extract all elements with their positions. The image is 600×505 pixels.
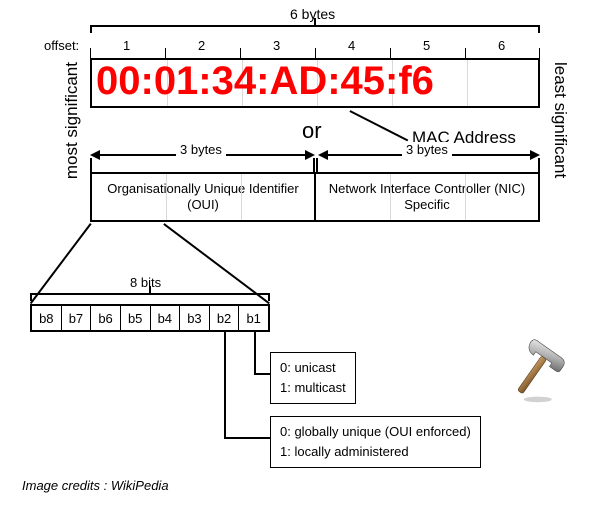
or-label: or xyxy=(302,118,322,144)
eb-tick-l xyxy=(30,293,32,301)
expand-line-left xyxy=(30,223,91,304)
eb-tick-r xyxy=(268,293,270,301)
eight-bits-label: 8 bits xyxy=(130,275,161,290)
bit-b5: b5 xyxy=(121,306,151,330)
six-bytes-label: 6 bytes xyxy=(290,6,335,22)
b2-info-box: 0: globally unique (OUI enforced) 1: loc… xyxy=(270,416,481,468)
most-significant-label: most significant xyxy=(62,62,82,179)
nic-sep-2 xyxy=(465,174,466,220)
bracket-center-nub xyxy=(314,18,316,25)
nic-sep-1 xyxy=(390,174,391,220)
b2-line1: 1: locally administered xyxy=(280,442,471,462)
oui-half: Organisationally Unique Identifier (OUI) xyxy=(92,174,314,220)
bracket-tick-l xyxy=(90,25,92,33)
mac-label-leader xyxy=(350,110,409,141)
ruler-tick-1 xyxy=(165,48,166,58)
offset-3: 3 xyxy=(273,38,280,53)
bits-box: b8 b7 b6 b5 b4 b3 b2 b1 xyxy=(30,304,270,332)
bit-b8: b8 xyxy=(32,306,62,330)
oui-nic-box: Organisationally Unique Identifier (OUI)… xyxy=(90,172,540,222)
ruler-tick-3 xyxy=(315,48,316,58)
bit-b1: b1 xyxy=(239,306,268,330)
oui-sep-1 xyxy=(166,174,167,220)
eight-bits-bracket xyxy=(30,293,270,295)
nic-text: Network Interface Controller (NIC) Speci… xyxy=(322,181,532,214)
b1-line1: 1: multicast xyxy=(280,378,346,398)
b1-leader-v xyxy=(254,332,256,374)
b2-line0: 0: globally unique (OUI enforced) xyxy=(280,422,471,442)
b2-leader-v xyxy=(224,332,226,438)
mid-tick-l1 xyxy=(90,158,92,172)
bit-b2: b2 xyxy=(210,306,240,330)
three-bytes-right: 3 bytes xyxy=(402,142,452,157)
oui-sep-2 xyxy=(241,174,242,220)
arrow-left-2 xyxy=(318,150,328,160)
offset-6: 6 xyxy=(498,38,505,53)
mid-tick-r2 xyxy=(538,158,540,172)
eb-nub xyxy=(149,286,151,293)
ruler-tick-6 xyxy=(539,48,540,58)
b1-info-box: 0: unicast 1: multicast xyxy=(270,352,356,404)
least-significant-label: least significant xyxy=(550,62,570,178)
mid-tick-r1 xyxy=(313,158,315,172)
oui-text: Organisationally Unique Identifier (OUI) xyxy=(98,181,308,214)
six-bytes-bracket xyxy=(90,25,540,27)
ruler-tick-4 xyxy=(390,48,391,58)
offset-5: 5 xyxy=(423,38,430,53)
mac-address-text: 00:01:34:AD:45:f6 xyxy=(96,59,434,104)
b1-line0: 0: unicast xyxy=(280,358,346,378)
offset-2: 2 xyxy=(198,38,205,53)
arrow-left-1 xyxy=(90,150,100,160)
bit-b3: b3 xyxy=(180,306,210,330)
mac-sep-5 xyxy=(467,60,468,106)
ruler-tick-2 xyxy=(240,48,241,58)
three-bytes-left: 3 bytes xyxy=(176,142,226,157)
diagram-root: 6 bytes offset: 1 2 3 4 5 6 00:01:34:AD:… xyxy=(0,0,600,505)
expand-line-right xyxy=(164,223,270,304)
bit-b7: b7 xyxy=(62,306,92,330)
hammer-icon xyxy=(500,335,570,405)
offset-4: 4 xyxy=(348,38,355,53)
bit-b4: b4 xyxy=(151,306,181,330)
ruler-tick-0 xyxy=(90,48,91,58)
image-credits: Image credits : WikiPedia xyxy=(22,478,169,493)
bit-b6: b6 xyxy=(91,306,121,330)
b2-leader-h xyxy=(224,437,270,439)
offset-1: 1 xyxy=(123,38,130,53)
nic-half: Network Interface Controller (NIC) Speci… xyxy=(316,174,538,220)
offset-label: offset: xyxy=(44,38,79,53)
b1-leader-h xyxy=(254,373,270,375)
bracket-tick-r xyxy=(538,25,540,33)
mid-tick-l2 xyxy=(316,158,318,172)
ruler-tick-5 xyxy=(465,48,466,58)
